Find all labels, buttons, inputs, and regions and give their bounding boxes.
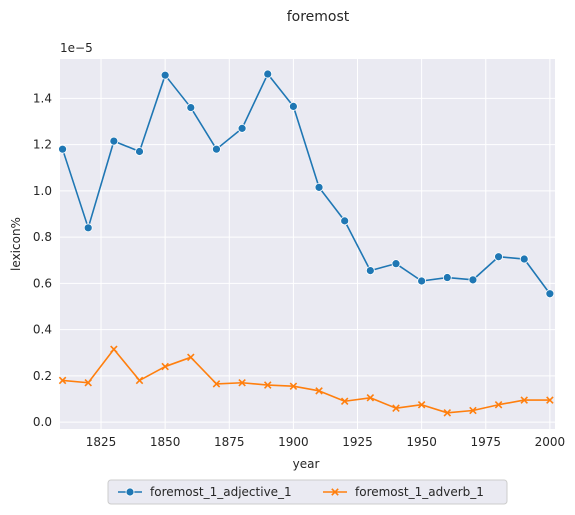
y-tick-label: 1.0 xyxy=(33,184,52,198)
series-1 xyxy=(58,69,555,299)
grid xyxy=(60,59,555,429)
data-point-x xyxy=(392,404,400,412)
data-point-x xyxy=(58,376,67,385)
data-point-circle xyxy=(468,275,478,285)
y-scale-label: 1e−5 xyxy=(60,41,93,55)
data-point-x xyxy=(417,400,426,409)
series-2 xyxy=(58,345,554,417)
x-tick-label: 2000 xyxy=(535,435,566,449)
x-tick-label: 1825 xyxy=(86,435,117,449)
data-point-circle xyxy=(160,70,170,80)
data-point-x xyxy=(469,406,477,415)
y-tick-label: 1.2 xyxy=(33,138,52,152)
data-point-circle xyxy=(391,259,401,269)
series-line xyxy=(62,348,550,414)
data-point-x xyxy=(187,353,195,362)
y-tick-label: 0.6 xyxy=(33,276,52,290)
data-point-x xyxy=(494,400,503,409)
data-point-circle xyxy=(237,123,247,133)
y-tick-label: 0.4 xyxy=(33,323,52,337)
data-point-circle xyxy=(519,254,529,264)
y-tick-label: 1.4 xyxy=(33,91,52,105)
x-axis-title: year xyxy=(293,457,320,471)
y-tick-label: 0.2 xyxy=(33,369,52,383)
data-point-circle xyxy=(186,103,196,112)
data-point-circle xyxy=(263,69,273,79)
data-point-circle xyxy=(135,147,144,156)
data-point-x xyxy=(366,394,375,402)
legend-marker xyxy=(125,487,135,497)
x-tick-label: 1875 xyxy=(214,435,245,449)
data-point-x xyxy=(212,380,221,388)
data-point-circle xyxy=(545,289,555,299)
x-tick-label: 1900 xyxy=(278,435,309,449)
series-layer xyxy=(58,69,555,417)
data-point-x xyxy=(135,376,144,385)
data-point-circle xyxy=(340,216,350,226)
data-point-x xyxy=(340,397,349,406)
chart-title: foremost xyxy=(287,9,350,25)
data-point-x xyxy=(263,381,272,389)
data-point-circle xyxy=(365,266,375,275)
data-point-x xyxy=(520,396,528,404)
data-point-circle xyxy=(417,276,427,286)
data-point-circle xyxy=(494,252,503,262)
y-axis: 0.0 0.2 0.4 0.6 0.8 1.0 1.2 1.4 xyxy=(33,91,52,429)
x-tick-label: 1950 xyxy=(406,435,437,449)
data-point-x xyxy=(84,378,92,387)
data-point-circle xyxy=(58,144,67,154)
data-point-circle xyxy=(83,223,93,233)
legend-marker xyxy=(331,488,339,496)
legend-label: foremost_1_adverb_1 xyxy=(355,485,484,499)
y-tick-label: 0.0 xyxy=(33,415,52,429)
legend-label: foremost_1_adjective_1 xyxy=(150,485,292,499)
plot-area xyxy=(60,59,555,429)
data-point-x xyxy=(315,387,323,395)
x-tick-label: 1850 xyxy=(150,435,181,449)
legend: foremost_1_adjective_1 foremost_1_adverb_… xyxy=(107,479,508,505)
x-axis: 1825 1850 1875 1900 1925 1950 1975 2000 xyxy=(86,435,565,449)
data-point-x xyxy=(238,378,246,387)
data-point-x xyxy=(110,345,118,353)
x-tick-label: 1975 xyxy=(470,435,501,449)
data-point-circle xyxy=(288,102,298,111)
data-point-x xyxy=(443,409,452,417)
x-tick-label: 1925 xyxy=(342,435,373,449)
data-point-circle xyxy=(442,273,452,282)
y-axis-title: lexicon% xyxy=(9,217,23,271)
data-point-x xyxy=(161,362,169,371)
legend-box xyxy=(107,479,508,505)
data-point-circle xyxy=(109,136,119,146)
data-point-x xyxy=(289,382,298,390)
y-tick-label: 0.8 xyxy=(33,230,52,244)
data-point-circle xyxy=(314,182,324,192)
data-point-x xyxy=(546,396,554,404)
data-point-circle xyxy=(212,144,221,154)
